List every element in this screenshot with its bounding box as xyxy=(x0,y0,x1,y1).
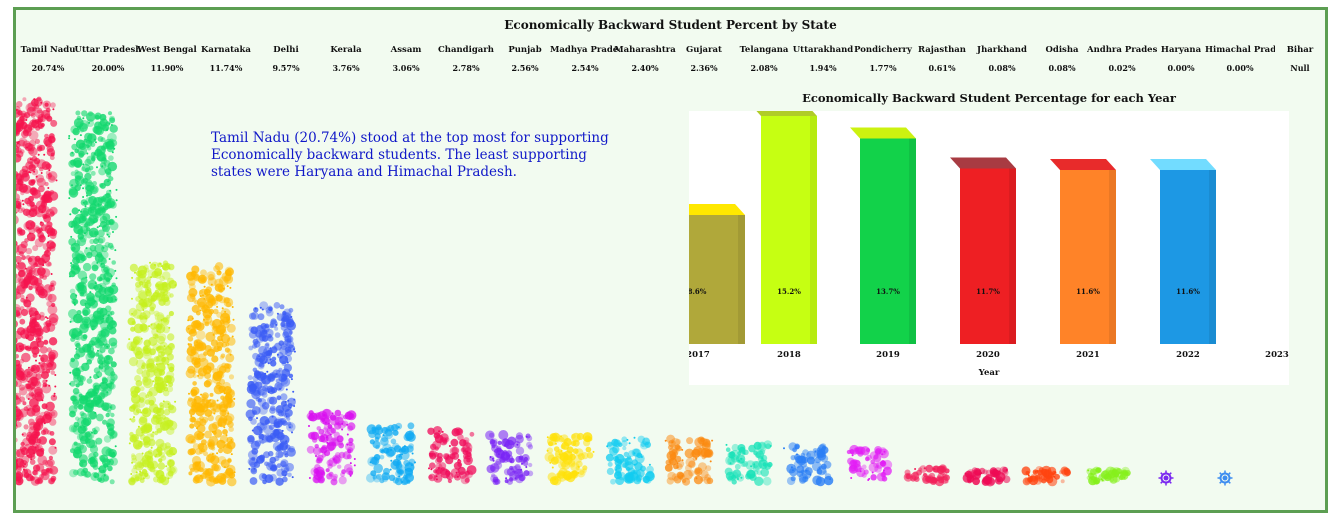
year-chart-panel: 8.6% 2017 15.2% 2018 13.7% 2019 11.7% 2020 11.6%… xyxy=(679,105,1289,385)
state-label: Punjab xyxy=(508,45,542,55)
state-label: Jharkhand xyxy=(977,45,1027,55)
state-bar xyxy=(1021,465,1071,487)
state-value-label: 20.74% xyxy=(31,63,65,73)
state-value-label: 0.08% xyxy=(1048,63,1076,73)
state-bar xyxy=(68,110,119,485)
state-value-label: 0.02% xyxy=(1108,63,1136,73)
state-label: Himachal Prad.. xyxy=(1205,45,1275,55)
year-axis-label: Year xyxy=(978,368,1000,378)
year-tick-label: 2017 xyxy=(689,350,710,360)
year-tick-label: 2022 xyxy=(1176,350,1200,360)
state-value-label: 2.56% xyxy=(511,63,539,73)
state-bar xyxy=(544,432,595,486)
year-tick-label: 2018 xyxy=(777,350,801,360)
state-label: Uttar Pradesh xyxy=(74,45,142,55)
state-chart-title: Economically Backward Student Percent by… xyxy=(504,18,837,32)
state-value-label: 20.00% xyxy=(91,63,125,73)
state-value-label: 0.08% xyxy=(988,63,1016,73)
dashboard-frame: Economically Backward Student Percent by… xyxy=(13,7,1328,513)
state-label: Assam xyxy=(390,45,422,55)
state-label: Bihar xyxy=(1286,45,1314,55)
state-label: Odisha xyxy=(1045,45,1079,55)
state-value-label: 2.54% xyxy=(571,63,599,73)
state-value-label: 3.76% xyxy=(332,63,360,73)
state-bar xyxy=(664,434,714,486)
state-label: Maharashtra xyxy=(614,45,676,55)
state-label: Telangana xyxy=(739,45,789,55)
state-label: Tamil Nadu xyxy=(20,45,76,55)
state-label: West Bengal xyxy=(137,45,197,55)
state-value-label: 2.36% xyxy=(690,63,718,73)
state-value-label: 2.78% xyxy=(452,63,480,73)
state-label: Rajasthan xyxy=(918,45,966,55)
state-label: Pondicherry xyxy=(854,45,912,55)
state-bar xyxy=(126,260,178,486)
state-label: Andhra Pradesh xyxy=(1087,45,1157,55)
annotation-text: Tamil Nadu (20.74%) stood at the top mos… xyxy=(211,130,609,180)
year-bar-value-label: 11.7% xyxy=(976,287,1000,296)
state-value-label: 3.06% xyxy=(392,63,420,73)
year-chart: 8.6% 2017 15.2% 2018 13.7% 2019 11.7% 2020 11.6%… xyxy=(679,105,1289,378)
state-bar xyxy=(1158,470,1174,486)
state-bar xyxy=(427,426,477,485)
year-bar-value-label: 11.6% xyxy=(1076,287,1100,296)
state-bar xyxy=(724,440,773,486)
state-label: Chandigarh xyxy=(438,45,494,55)
state-value-label: 0.00% xyxy=(1226,63,1254,73)
state-bar xyxy=(245,301,296,486)
state-bar xyxy=(605,435,655,485)
state-value-label: 0.00% xyxy=(1167,63,1195,73)
year-tick-label: 2020 xyxy=(976,350,1000,360)
year-bar xyxy=(1050,159,1116,344)
year-bar xyxy=(751,105,817,344)
state-bar xyxy=(1086,466,1131,486)
state-value-label: 1.77% xyxy=(869,63,897,73)
state-value-label: 9.57% xyxy=(272,63,300,73)
state-label: Haryana xyxy=(1160,45,1202,55)
state-value-label: Null xyxy=(1290,63,1310,73)
year-bar xyxy=(1150,159,1216,344)
year-tick-label: 2019 xyxy=(876,350,900,360)
year-bar xyxy=(679,204,745,344)
state-label: Madhya Prade.. xyxy=(550,45,620,55)
state-value-label: 11.90% xyxy=(150,63,184,73)
year-bar-value-label: 15.2% xyxy=(777,287,801,296)
state-value-label: 2.08% xyxy=(750,63,778,73)
state-value-label: 1.94% xyxy=(809,63,837,73)
state-label: Karnataka xyxy=(201,45,251,55)
state-bar xyxy=(185,262,237,487)
year-tick-label: 2023 xyxy=(1265,350,1289,360)
state-value-label: 0.61% xyxy=(928,63,956,73)
state-bar xyxy=(903,464,950,487)
year-tick-label: 2021 xyxy=(1076,350,1100,360)
state-value-label: 11.74% xyxy=(209,63,243,73)
year-bar xyxy=(950,157,1016,344)
state-bar xyxy=(366,422,416,486)
state-bar xyxy=(485,430,534,485)
state-bar xyxy=(783,442,834,487)
state-label: Uttarakhand xyxy=(792,45,854,55)
state-label: Gujarat xyxy=(686,45,722,55)
state-label: Delhi xyxy=(273,45,299,55)
state-bar xyxy=(16,96,59,486)
state-bar xyxy=(846,444,893,482)
year-bar-value-label: 8.6% xyxy=(689,287,707,296)
year-bar-value-label: 13.7% xyxy=(876,287,900,296)
state-value-label: 2.40% xyxy=(631,63,659,73)
year-bar-value-label: 11.6% xyxy=(1176,287,1200,296)
state-bar xyxy=(306,408,357,486)
state-label: Kerala xyxy=(330,45,362,55)
state-bar xyxy=(1217,470,1233,486)
year-chart-title: Economically Backward Student Percentage… xyxy=(802,91,1176,105)
year-bar xyxy=(850,127,916,344)
state-cloud-chart xyxy=(16,96,1233,487)
state-bar xyxy=(962,466,1011,487)
